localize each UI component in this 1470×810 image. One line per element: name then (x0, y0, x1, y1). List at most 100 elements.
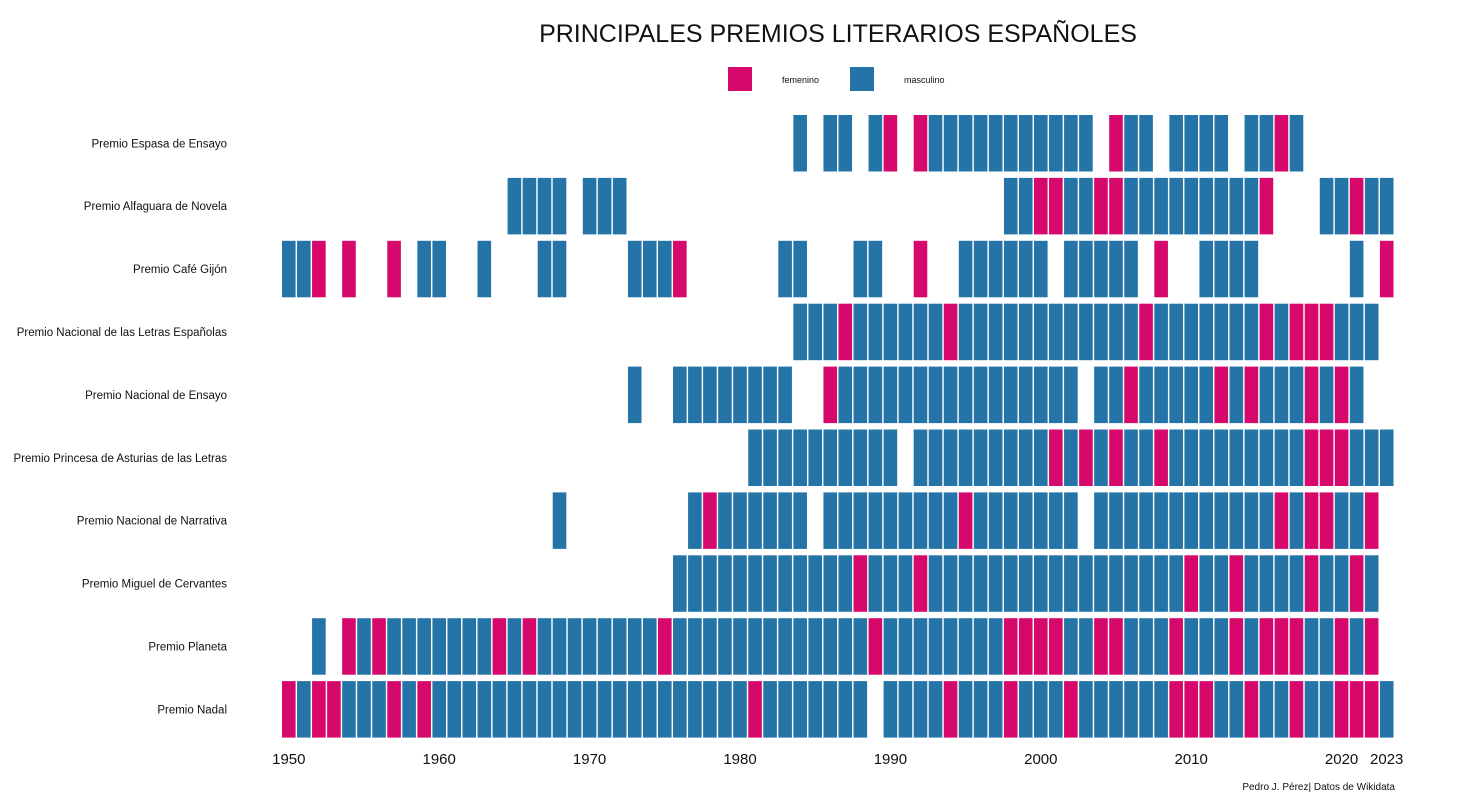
cell-masculino-1996 (973, 240, 988, 298)
cell-femenino-2005 (1109, 429, 1123, 486)
cell-masculino-2001 (1049, 366, 1063, 424)
cell-femenino-2021 (1349, 681, 1364, 738)
cell-masculino-1999 (1018, 492, 1033, 549)
cell-femenino-2004 (1094, 177, 1108, 235)
cell-masculino-1994 (943, 115, 958, 172)
cell-masculino-1991 (898, 366, 913, 424)
cell-masculino-2006 (1124, 681, 1138, 738)
cell-femenino-1957 (387, 681, 401, 738)
legend-label-femenino: femenino (782, 75, 819, 85)
cell-masculino-2014 (1244, 492, 1259, 549)
row-premio-nacional-de-narrativa: Premio Nacional de Narrativa (77, 492, 1379, 549)
cell-masculino-1993 (928, 303, 943, 361)
cell-masculino-1987 (838, 555, 853, 612)
cell-femenino-1981 (748, 681, 762, 738)
row-premio-espasa-de-ensayo: Premio Espasa de Ensayo (91, 115, 1304, 172)
cell-masculino-2013 (1229, 240, 1244, 298)
cell-masculino-2011 (1199, 429, 1214, 486)
cell-masculino-1974 (642, 240, 657, 298)
cell-masculino-1999 (1018, 429, 1033, 486)
row-label: Premio Alfaguara de Novela (84, 201, 228, 213)
cell-masculino-1988 (853, 303, 868, 361)
cell-masculino-2007 (1139, 366, 1153, 424)
cell-masculino-2000 (1034, 555, 1048, 612)
cell-masculino-1967 (537, 240, 552, 298)
cell-masculino-1988 (853, 618, 868, 675)
cell-masculino-2012 (1214, 681, 1229, 738)
cell-masculino-2019 (1319, 366, 1334, 424)
cell-femenino-2020 (1334, 429, 1349, 486)
cell-masculino-1987 (838, 366, 853, 424)
cell-femenino-1954 (342, 240, 356, 298)
cell-masculino-2003 (1079, 240, 1093, 298)
cell-femenino-1994 (943, 681, 958, 738)
cell-masculino-1970 (582, 681, 597, 738)
cell-masculino-2007 (1139, 115, 1153, 172)
cell-masculino-1960 (432, 618, 446, 675)
row-premio-alfaguara-de-novela: Premio Alfaguara de Novela (84, 177, 1394, 235)
cell-masculino-2005 (1109, 240, 1123, 298)
cell-masculino-1974 (642, 681, 657, 738)
cell-masculino-1992 (913, 681, 928, 738)
cell-masculino-1980 (733, 681, 747, 738)
cell-masculino-1996 (973, 303, 988, 361)
cell-masculino-2002 (1064, 177, 1078, 235)
cell-femenino-2008 (1154, 240, 1168, 298)
cell-femenino-1976 (673, 240, 687, 298)
cell-masculino-1989 (868, 240, 883, 298)
cell-masculino-2022 (1364, 177, 1379, 235)
cell-femenino-2018 (1304, 366, 1319, 424)
cell-femenino-2005 (1109, 618, 1123, 675)
cell-masculino-2013 (1229, 681, 1244, 738)
cell-masculino-1997 (988, 240, 1003, 298)
cell-masculino-1971 (597, 681, 612, 738)
cell-femenino-2020 (1334, 681, 1349, 738)
cell-masculino-1954 (342, 681, 356, 738)
cell-masculino-2013 (1229, 492, 1244, 549)
cell-masculino-1983 (778, 618, 792, 675)
cell-masculino-1979 (718, 366, 732, 424)
cell-masculino-1996 (973, 681, 988, 738)
cell-masculino-1999 (1018, 681, 1033, 738)
row-label: Premio Nacional de las Letras Españolas (17, 327, 228, 339)
cell-masculino-2020 (1334, 555, 1349, 612)
cell-masculino-1968 (552, 177, 567, 235)
cell-masculino-2021 (1349, 492, 1364, 549)
cell-masculino-1974 (642, 618, 657, 675)
cell-masculino-2003 (1079, 303, 1093, 361)
cell-masculino-1979 (718, 618, 732, 675)
cell-masculino-2013 (1229, 177, 1244, 235)
cell-femenino-2015 (1259, 177, 1274, 235)
cell-masculino-1967 (537, 681, 552, 738)
cell-masculino-1998 (1003, 555, 1018, 612)
cell-masculino-2001 (1049, 681, 1063, 738)
cell-masculino-2012 (1214, 555, 1229, 612)
cell-masculino-1979 (718, 681, 732, 738)
cell-femenino-2022 (1364, 618, 1379, 675)
cell-masculino-1986 (823, 303, 838, 361)
cell-masculino-1988 (853, 492, 868, 549)
cell-masculino-1968 (552, 618, 567, 675)
cell-masculino-2011 (1199, 618, 1214, 675)
row-label: Premio Princesa de Asturias de las Letra… (14, 453, 228, 465)
cell-masculino-1989 (868, 366, 883, 424)
cell-masculino-2000 (1034, 492, 1048, 549)
cell-masculino-1965 (507, 618, 522, 675)
cell-masculino-1986 (823, 555, 838, 612)
cell-masculino-1985 (808, 681, 822, 738)
cell-masculino-1995 (958, 681, 973, 738)
cell-femenino-2016 (1274, 115, 1289, 172)
cell-masculino-2017 (1289, 115, 1304, 172)
cell-masculino-1989 (868, 115, 883, 172)
cell-masculino-1978 (703, 366, 717, 424)
cell-masculino-1995 (958, 303, 973, 361)
cell-masculino-2020 (1334, 492, 1349, 549)
cell-masculino-2010 (1184, 429, 1198, 486)
cell-masculino-1969 (567, 618, 582, 675)
cell-masculino-1986 (823, 681, 838, 738)
x-tick-label: 1990 (874, 751, 907, 768)
cell-masculino-1989 (868, 429, 883, 486)
cell-masculino-2012 (1214, 115, 1229, 172)
cell-masculino-1986 (823, 429, 838, 486)
cell-masculino-1982 (763, 366, 777, 424)
